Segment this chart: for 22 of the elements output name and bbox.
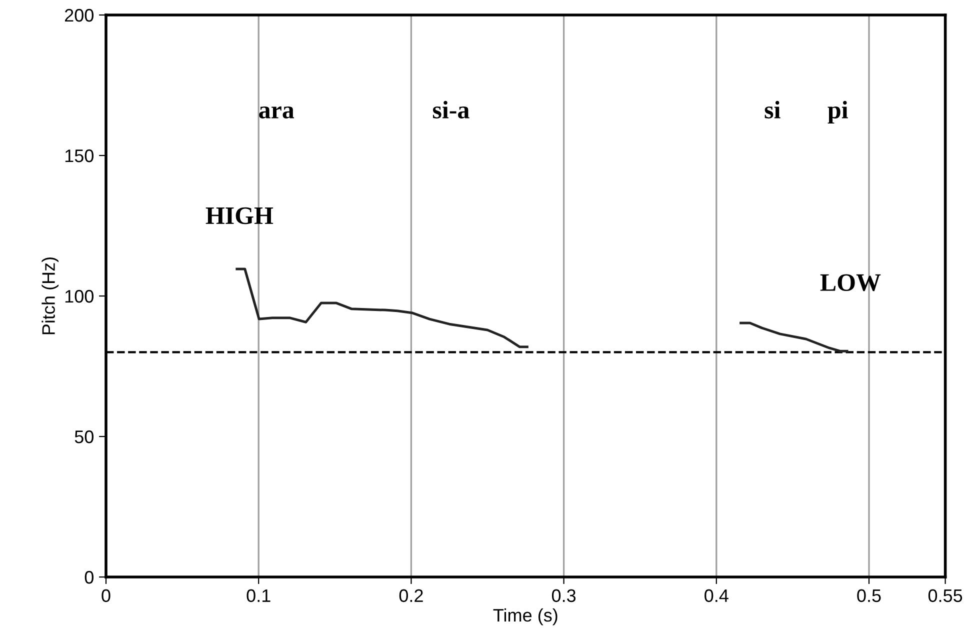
annotation: si-a [432,100,470,118]
annotation: HIGH [206,207,274,224]
x-tick-label: 0.5 [857,589,881,602]
line-series [236,268,528,348]
y-axis-title: Pitch (Hz) [42,257,59,334]
annotation: pi [828,100,848,124]
x-axis-title: Time (s) [493,608,558,626]
x-tick-label: 0.3 [552,589,576,602]
annotation: si [764,100,780,118]
x-tick-label: 0.55 [928,589,962,602]
x-tick-label: 0 [102,589,110,602]
x-tick-label: 0.4 [704,589,728,602]
annotation: ara [259,106,294,118]
y-tick-label: 100 [65,290,94,303]
y-tick-label: 0 [84,570,94,584]
x-tick-label: 0.2 [399,589,423,602]
y-tick-label: 50 [74,430,94,444]
line-series [740,322,848,352]
annotation: LOW [820,274,881,292]
y-tick-label: 150 [65,149,94,162]
y-tick-label: 200 [64,8,94,22]
x-tick-label: 0.1 [246,589,270,602]
